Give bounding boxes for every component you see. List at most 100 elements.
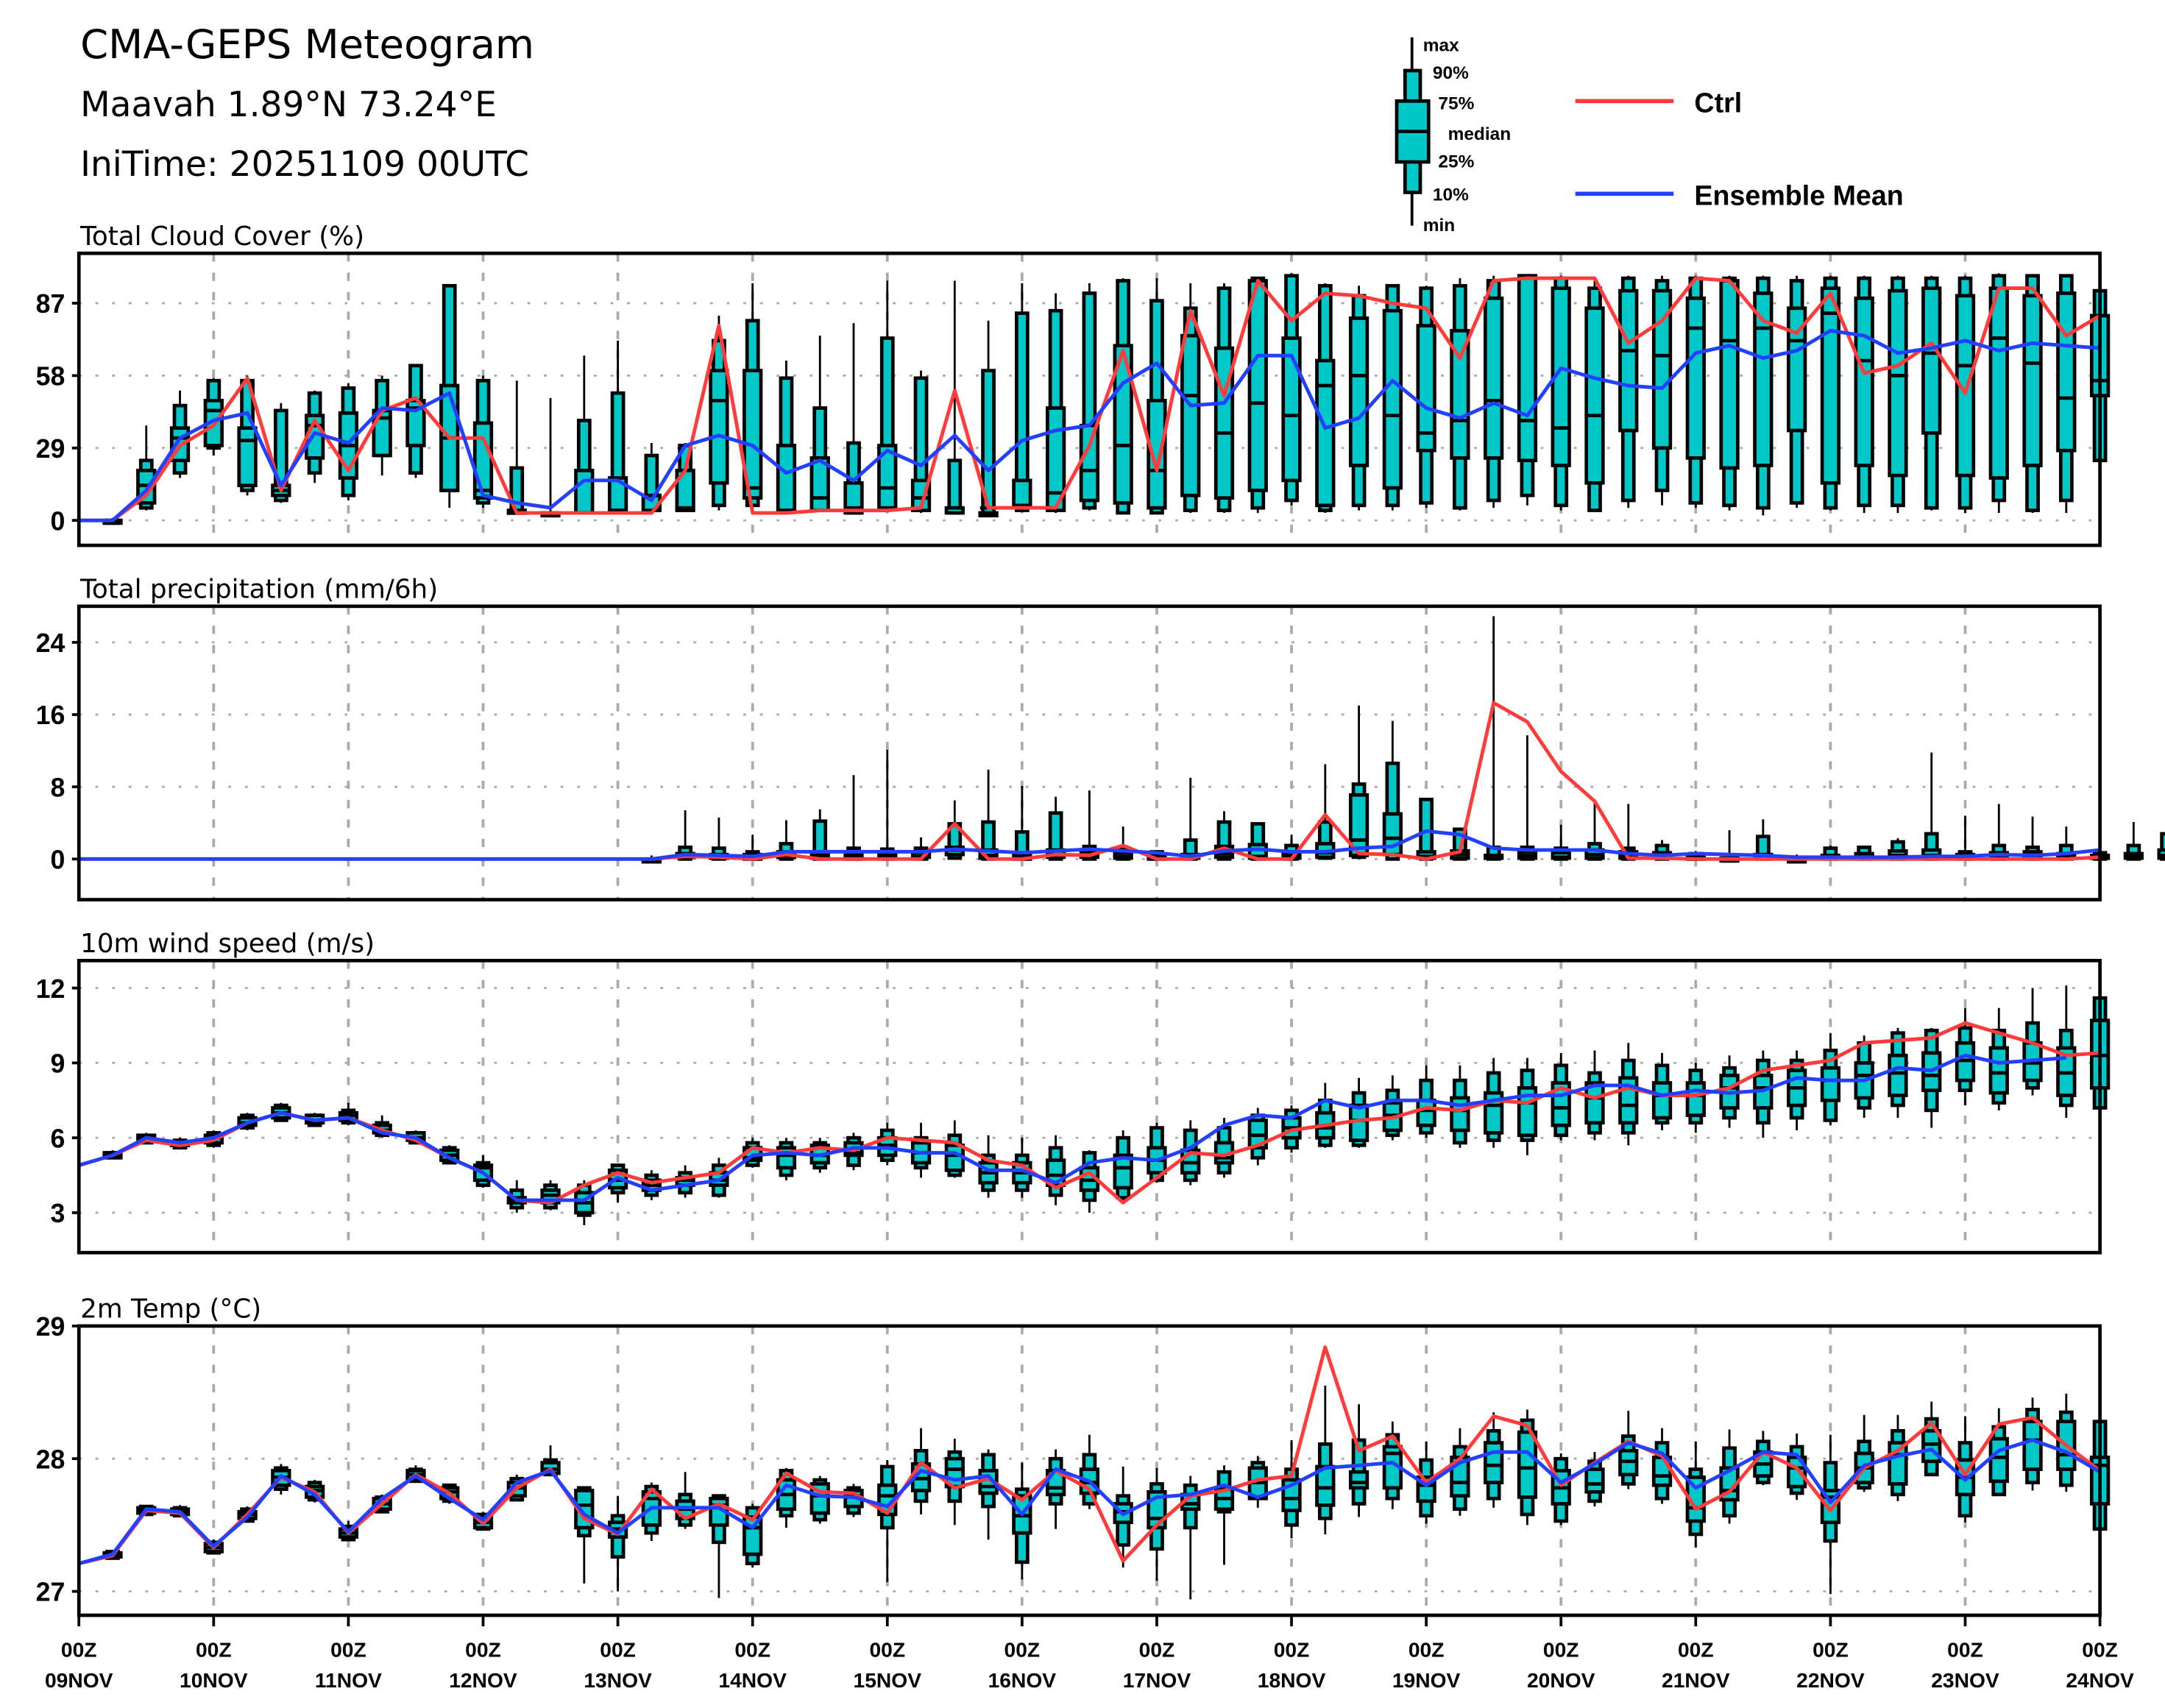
box-24 [877,749,898,861]
box-37 [1315,1386,1336,1534]
box-5 [237,375,258,496]
y-tick-label: 6 [51,1124,65,1153]
box-28 [1012,785,1032,861]
box-58 [2022,274,2043,513]
box-inner [1484,1441,1504,1485]
box-inner [1988,1046,2009,1095]
box-43 [1517,274,1538,506]
box-52 [1820,275,1841,511]
legend-ctrl-label: Ctrl [1694,87,1742,118]
box-16 [607,340,628,515]
box-inner [1651,1081,1673,1120]
box-inner [1685,296,1706,460]
box-outer [1014,311,1030,512]
x-tick-day: 15NOV [854,1668,922,1692]
box-33 [1180,283,1201,513]
box-43 [1517,1057,1538,1155]
box-7 [304,390,325,483]
box-24 [877,1122,898,1166]
box-38 [1348,1404,1369,1517]
box-inner [1247,279,1268,492]
x-tick-hour: 00Z [1409,1637,1445,1661]
x-tick-hour: 00Z [2082,1637,2118,1661]
legend-label-median: median [1448,124,1512,144]
x-tick-hour: 00Z [869,1637,905,1661]
box-21 [776,1138,797,1180]
box-outer [1048,811,1063,861]
box-62 [2157,832,2165,861]
panel-1: Total Cloud Cover (%) 0 29 58 87 [36,222,2111,548]
box-39 [1382,720,1403,861]
x-tick-hour: 00Z [1678,1637,1714,1661]
box-inner [2056,291,2077,453]
box-inner [237,426,258,488]
box-31 [1113,278,1133,515]
box-34 [1213,1118,1235,1178]
x-tick-day: 18NOV [1258,1668,1326,1692]
box-55 [1921,752,1942,861]
box-27 [978,1449,999,1540]
box-50 [1753,819,1774,861]
panel-frame [77,1324,2102,1617]
box-14 [540,1180,561,1211]
ensemble-mean-line [79,328,2100,522]
box-31 [1113,1467,1133,1568]
x-tick-hour: 00Z [1813,1637,1849,1661]
box-17 [641,1170,662,1200]
box-46 [1618,1411,1639,1489]
box-53 [1854,1414,1874,1492]
box-inner [1988,286,2009,480]
box-51 [1786,275,1807,508]
panel-title: Total precipitation (mm/6h) [79,575,438,605]
box-23 [843,323,864,515]
box-inner [1113,1153,1133,1190]
box-30 [1079,283,1100,511]
box-54 [1888,275,1908,513]
box-25 [910,837,932,861]
box-59 [2056,274,2077,513]
box-51 [1786,1050,1807,1130]
box-inner [1045,406,1066,512]
box-48 [1685,1441,1706,1548]
box-outer [947,458,963,515]
box-45 [1584,1452,1605,1507]
box-55 [1921,275,1942,511]
x-tick-day: 23NOV [1931,1668,1999,1692]
legend-label-max: max [1423,36,1459,56]
legend-label-90: 90% [1433,63,1469,83]
y-tick-label: 16 [36,701,65,730]
box-35 [1247,822,1268,861]
panel-3: 10m wind speed (m/s) 3 6 9 12 [36,929,2111,1255]
box-14 [540,397,561,518]
box-inner [2022,294,2043,467]
box-inner [1820,1066,1841,1102]
box-inner [1281,336,1302,483]
x-tick-day: 19NOV [1392,1668,1461,1692]
x-tick-day: 22NOV [1796,1668,1865,1692]
box-inner [1651,288,1673,450]
x-tick-day: 20NOV [1527,1668,1595,1692]
box-48 [1685,275,1706,508]
x-tick-day: 10NOV [180,1668,248,1692]
x-tick-hour: 00Z [1139,1637,1175,1661]
x-tick-hour: 00Z [1543,1637,1579,1661]
box-57 [1988,804,2009,861]
box-47 [1651,1052,1673,1130]
box-21 [776,361,797,512]
y-tick-label: 12 [36,974,65,1004]
box-inner [1147,398,1167,510]
box-29 [1045,293,1066,513]
box-22 [809,336,830,512]
box-18 [675,810,695,861]
box-33 [1180,1120,1201,1186]
panel-2: Total precipitation (mm/6h) 0 8 16 24 [36,575,2165,901]
box-58 [2022,1397,2043,1491]
box-47 [1651,275,1673,506]
box-inner [1517,274,1538,463]
box-49 [1719,1429,1740,1524]
box-58 [2022,816,2043,861]
ensemble-mean-line [78,1438,2101,1565]
x-tick-day: 11NOV [315,1668,382,1692]
box-10 [405,364,426,478]
y-tick-label: 3 [51,1199,65,1228]
